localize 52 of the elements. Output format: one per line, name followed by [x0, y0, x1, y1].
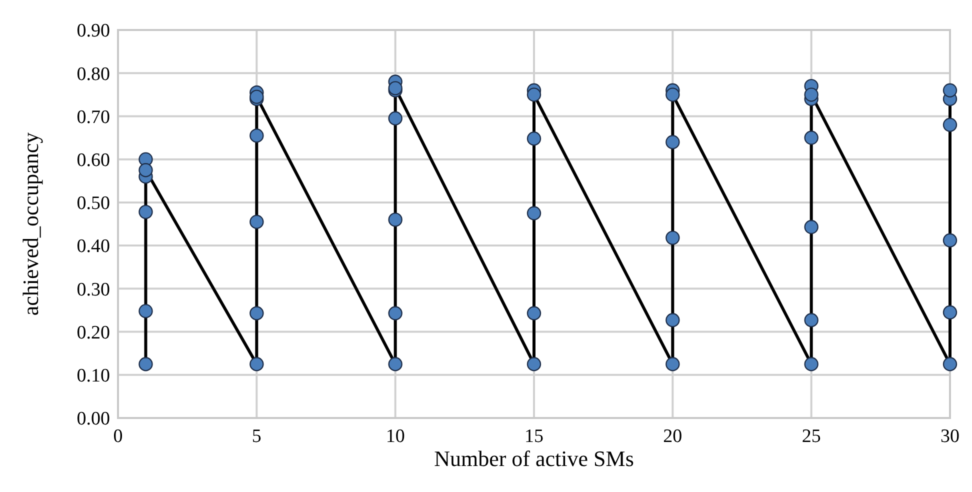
y-tick-label: 0.90 — [76, 20, 110, 42]
point — [804, 88, 818, 102]
y-tick-label: 0.30 — [76, 279, 110, 300]
x-axis-title: Number of active SMs — [434, 446, 634, 471]
point — [804, 313, 818, 328]
y-tick-label: 0.00 — [76, 408, 110, 430]
point — [388, 212, 402, 227]
point — [250, 357, 264, 372]
x-tick-label: 10 — [386, 426, 405, 447]
point — [526, 88, 542, 102]
point — [250, 128, 264, 143]
y-tick-label: 0.10 — [76, 366, 110, 387]
x-tick-label: 15 — [524, 426, 544, 447]
x-tick-label: 0 — [113, 426, 123, 447]
point — [526, 357, 542, 372]
point — [138, 204, 153, 220]
y-tick-label: 0.80 — [76, 64, 110, 85]
point — [804, 220, 818, 234]
x-tick-label: 5 — [252, 426, 262, 447]
point — [388, 306, 402, 320]
point — [804, 357, 818, 372]
y-axis-title: achieved_occupancy — [18, 132, 43, 316]
point — [526, 132, 542, 146]
point — [138, 163, 153, 178]
point — [526, 206, 542, 220]
x-tick-label: 30 — [940, 426, 960, 447]
point — [942, 233, 958, 248]
x-tick-label: 20 — [663, 426, 682, 447]
point — [138, 357, 153, 372]
y-tick-label: 0.40 — [76, 236, 110, 258]
y-tick-label: 0.60 — [76, 150, 110, 171]
point — [942, 305, 958, 320]
point — [250, 90, 264, 104]
point — [388, 111, 402, 126]
point — [250, 306, 264, 320]
point — [666, 313, 680, 328]
y-tick-label: 0.50 — [76, 193, 110, 214]
point — [388, 357, 402, 372]
x-tick-label: 25 — [802, 426, 821, 447]
point — [942, 83, 958, 98]
point — [942, 118, 958, 132]
point — [666, 88, 680, 102]
point — [942, 357, 958, 372]
point — [666, 230, 680, 245]
point — [666, 357, 680, 372]
y-tick-label: 0.70 — [76, 106, 110, 128]
point — [138, 304, 153, 318]
point — [526, 306, 542, 320]
y-tick-label: 0.20 — [76, 322, 110, 344]
point — [804, 130, 818, 145]
point — [250, 214, 264, 229]
point — [666, 134, 680, 150]
